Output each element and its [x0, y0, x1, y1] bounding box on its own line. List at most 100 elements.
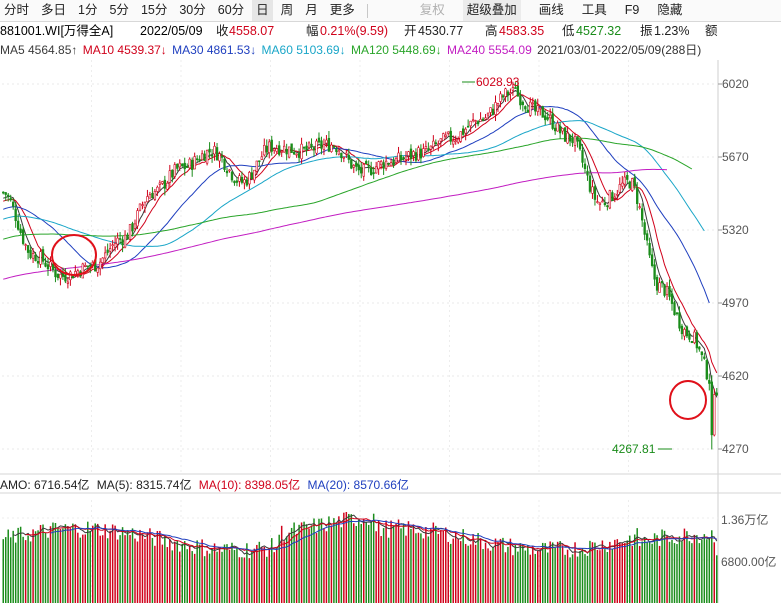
candle-body	[203, 153, 206, 161]
candle-body	[655, 277, 659, 291]
tab-monthly[interactable]: 月	[305, 3, 318, 17]
price-tick-label: 4620	[722, 369, 749, 383]
tab-15min[interactable]: 15分	[140, 3, 168, 17]
candle-body	[489, 107, 492, 113]
candle-body	[153, 191, 157, 200]
candle-body	[715, 392, 718, 396]
candle-body	[372, 172, 375, 174]
candle-body	[325, 139, 328, 144]
amo-ma5: MA(5): 8315.74亿	[96, 478, 192, 492]
security-code: 881001.WI[万得全A]	[0, 24, 114, 38]
candle-body	[544, 115, 547, 121]
candle-body	[166, 182, 169, 190]
candle-body	[501, 95, 505, 98]
candle-body	[645, 233, 649, 241]
candle-body	[273, 148, 276, 151]
candle-body	[14, 208, 17, 222]
tab-5min[interactable]: 5分	[109, 3, 129, 17]
candle-body	[96, 267, 99, 273]
candle-body	[519, 95, 522, 106]
candle-body	[623, 176, 626, 185]
ma120-legend: MA120 5448.69↓	[350, 43, 442, 57]
candle-body	[89, 264, 92, 267]
candle-body	[337, 150, 341, 155]
hide-button[interactable]: 隐藏	[657, 3, 683, 17]
candle-body	[176, 163, 179, 169]
candle-body	[571, 139, 574, 144]
candle-body	[270, 139, 273, 152]
high-value: 4583.35	[499, 24, 545, 38]
candle-body	[586, 170, 589, 176]
annotations: 6028.93 4267.81	[51, 75, 707, 456]
candle-body	[205, 149, 209, 164]
tab-daily[interactable]: 日	[252, 0, 273, 21]
tools-button[interactable]: 工具	[581, 3, 607, 17]
candle-body	[397, 152, 400, 162]
candle-body	[305, 145, 308, 151]
candle-body	[613, 196, 616, 199]
candle-body	[198, 159, 201, 162]
candle-body	[352, 165, 355, 168]
date-range: 2021/03/01-2022/05/09(288日)	[537, 43, 702, 57]
candle-body	[374, 166, 378, 174]
f9-button[interactable]: F9	[624, 3, 640, 17]
candle-body	[514, 87, 517, 89]
high-annotation: 6028.93	[476, 75, 520, 89]
candle-body	[19, 228, 22, 233]
candle-body	[133, 223, 137, 229]
candle-body	[24, 244, 27, 246]
candle-body	[123, 234, 127, 248]
candle-body	[653, 264, 656, 280]
candle-body	[300, 143, 303, 160]
ma30-legend: MA30 4861.53↓	[172, 43, 257, 57]
draw-line-button[interactable]: 画线	[538, 3, 564, 17]
candle-body	[370, 167, 373, 176]
restore-rights-button[interactable]: 复权	[419, 3, 445, 17]
candle-body	[141, 204, 144, 206]
candle-body	[163, 179, 167, 189]
candle-body	[650, 254, 654, 266]
tab-30min[interactable]: 30分	[179, 3, 206, 17]
candle-body	[320, 140, 323, 149]
candle-body	[235, 180, 239, 183]
candle-body	[387, 163, 390, 165]
candle-body	[708, 380, 711, 384]
candle-body	[459, 131, 462, 142]
close-label: 收	[216, 24, 229, 38]
candle-body	[342, 156, 346, 159]
candle-body	[178, 162, 181, 168]
candle-body	[504, 88, 507, 97]
candle-body	[195, 158, 199, 161]
tab-60min[interactable]: 60分	[217, 3, 245, 17]
candle-body	[454, 140, 457, 142]
candle-body	[218, 153, 221, 162]
candle-body	[39, 251, 42, 265]
tab-intraday[interactable]: 分时	[4, 3, 30, 17]
amount-label: 额	[705, 24, 718, 38]
candle-body	[99, 261, 102, 270]
candle-body	[710, 381, 713, 436]
change-label: 幅	[306, 24, 319, 38]
candle-body	[389, 162, 393, 167]
candle-body	[608, 190, 612, 209]
tab-1min[interactable]: 1分	[78, 3, 98, 17]
candle-body	[444, 134, 447, 137]
tab-multiday[interactable]: 多日	[41, 3, 67, 17]
candle-body	[536, 105, 539, 112]
candle-body	[250, 172, 254, 179]
candle-body	[29, 249, 32, 258]
candle-body	[66, 281, 70, 284]
candle-body	[524, 106, 527, 110]
tab-weekly[interactable]: 周	[280, 3, 294, 17]
tab-more[interactable]: 更多	[329, 3, 355, 17]
candle-body	[101, 257, 104, 263]
candle-body	[491, 108, 495, 115]
candle-body	[417, 147, 420, 161]
candle-body	[263, 145, 266, 156]
candle-body	[34, 254, 37, 262]
candle-body	[183, 162, 186, 170]
candle-body	[278, 145, 281, 155]
candle-body	[593, 186, 597, 200]
super-overlay-button[interactable]: 超级叠加	[462, 0, 521, 21]
